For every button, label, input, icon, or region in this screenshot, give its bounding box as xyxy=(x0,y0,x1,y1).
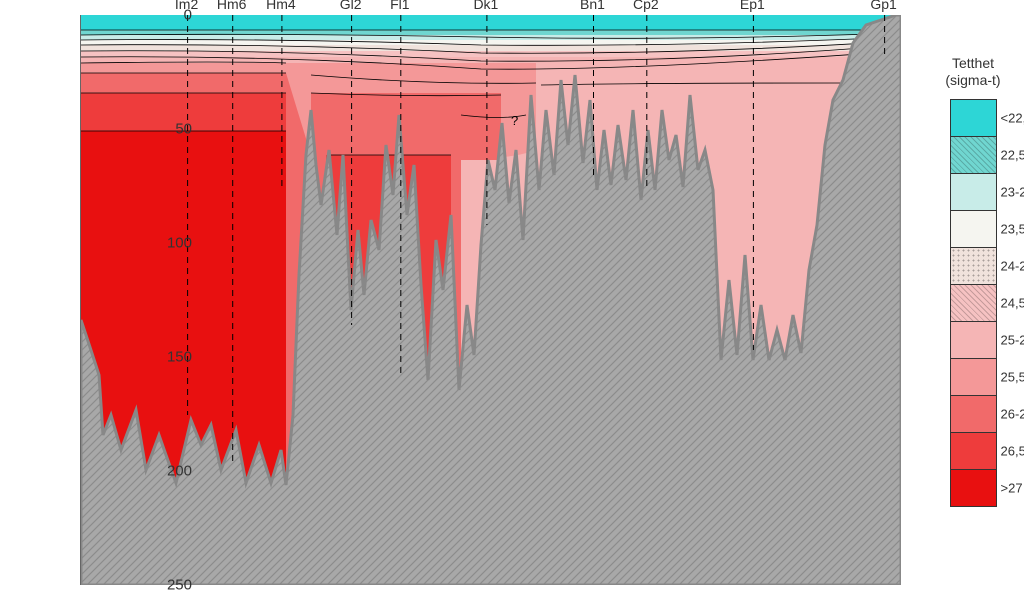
legend: Tetthet (sigma-t) <22,522,5-2323-23,523,… xyxy=(932,55,1014,506)
y-label-150: 150 xyxy=(167,349,192,366)
legend-swatch: 24,5-25 xyxy=(950,284,997,322)
legend-item-6: 25-25,5 xyxy=(932,321,1014,359)
y-label-250: 250 xyxy=(167,577,192,594)
legend-item-9: 26,5-27 xyxy=(932,432,1014,470)
station-label-Gl2: Gl2 xyxy=(340,0,362,12)
legend-item-8: 26-26,5 xyxy=(932,395,1014,433)
legend-swatch: 25-25,5 xyxy=(950,321,997,359)
station-label-Bn1: Bn1 xyxy=(580,0,605,12)
legend-item-10: >27 xyxy=(932,469,1014,507)
legend-title-line1: Tetthet xyxy=(952,55,994,71)
legend-item-2: 23-23,5 xyxy=(932,173,1014,211)
annotation-question: ? xyxy=(511,113,518,128)
legend-item-4: 24-24,5 xyxy=(932,247,1014,285)
legend-swatch: 23-23,5 xyxy=(950,173,997,211)
legend-item-7: 25,5-26 xyxy=(932,358,1014,396)
legend-swatch: <22,5 xyxy=(950,99,997,137)
station-label-Dk1: Dk1 xyxy=(473,0,498,12)
station-label-Gp1: Gp1 xyxy=(870,0,896,12)
legend-label: 25-25,5 xyxy=(1001,332,1024,347)
legend-item-5: 24,5-25 xyxy=(932,284,1014,322)
legend-swatch: 26-26,5 xyxy=(950,395,997,433)
legend-label: 22,5-23 xyxy=(1001,147,1024,162)
y-label-50: 50 xyxy=(175,121,192,138)
legend-label: 25,5-26 xyxy=(1001,369,1024,384)
legend-label: 26-26,5 xyxy=(1001,406,1024,421)
legend-item-0: <22,5 xyxy=(932,99,1014,137)
legend-swatch: 23,5-24 xyxy=(950,210,997,248)
station-label-Ep1: Ep1 xyxy=(740,0,765,12)
legend-items: <22,522,5-2323-23,523,5-2424-24,524,5-25… xyxy=(932,99,1014,507)
legend-label: <22,5 xyxy=(1001,110,1024,125)
legend-swatch: 22,5-23 xyxy=(950,136,997,174)
legend-label: 26,5-27 xyxy=(1001,443,1024,458)
legend-item-1: 22,5-23 xyxy=(932,136,1014,174)
y-label-200: 200 xyxy=(167,463,192,480)
legend-swatch: 26,5-27 xyxy=(950,432,997,470)
legend-label: >27 xyxy=(1001,480,1023,495)
legend-swatch: 25,5-26 xyxy=(950,358,997,396)
station-label-Hm4: Hm4 xyxy=(266,0,296,12)
layer-lt22.5 xyxy=(81,15,901,30)
station-label-Hm6: Hm6 xyxy=(217,0,247,12)
legend-swatch: >27 xyxy=(950,469,997,507)
legend-swatch: 24-24,5 xyxy=(950,247,997,285)
legend-label: 23,5-24 xyxy=(1001,221,1024,236)
legend-title: Tetthet (sigma-t) xyxy=(932,55,1014,89)
legend-label: 23-23,5 xyxy=(1001,184,1024,199)
density-cross-section-chart: ? 0 50 100 150 200 250 Im2 Hm6 Hm4 Gl2 F… xyxy=(0,0,1024,604)
legend-label: 24-24,5 xyxy=(1001,258,1024,273)
station-label-Cp2: Cp2 xyxy=(633,0,659,12)
legend-item-3: 23,5-24 xyxy=(932,210,1014,248)
plot-area: ? xyxy=(80,15,901,585)
station-label-Im2: Im2 xyxy=(175,0,198,12)
legend-label: 24,5-25 xyxy=(1001,295,1024,310)
y-label-100: 100 xyxy=(167,235,192,252)
cross-section-svg: ? xyxy=(81,15,901,585)
station-label-Fl1: Fl1 xyxy=(390,0,409,12)
legend-title-line2: (sigma-t) xyxy=(945,72,1000,88)
